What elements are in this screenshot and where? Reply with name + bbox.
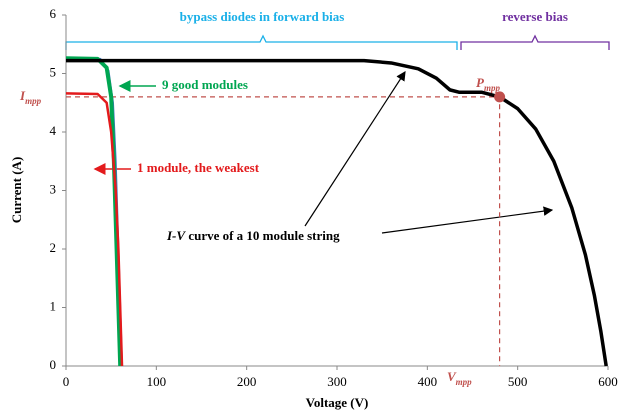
impp-label: Impp — [19, 88, 42, 106]
reverse-brace — [460, 34, 610, 50]
mpp-point — [494, 91, 506, 103]
pmpp-label: Pmpp — [476, 75, 500, 93]
y-tick-label: 2 — [50, 240, 57, 255]
y-tick-label: 3 — [50, 181, 57, 196]
series-line — [65, 56, 123, 367]
x-tick-label: 0 — [63, 374, 70, 389]
y-tick-label: 6 — [50, 6, 57, 21]
string-arrow — [304, 70, 406, 227]
y-tick-label: 0 — [50, 357, 57, 372]
vmpp-label: Vmpp — [447, 369, 472, 387]
string-italic: I-V — [166, 228, 186, 243]
reverse-label: reverse bias — [502, 9, 568, 24]
good-label: 9 good modules — [162, 77, 248, 92]
impp-symbol: I — [19, 88, 26, 103]
x-tick-label: 100 — [147, 374, 167, 389]
forward-label: bypass diodes in forward bias — [180, 9, 345, 24]
x-axis-label: Voltage (V) — [306, 395, 369, 410]
x-tick-label: 400 — [418, 374, 438, 389]
y-tick-label: 4 — [50, 123, 57, 138]
string-arrow — [381, 206, 554, 234]
pmpp-symbol: P — [476, 75, 485, 90]
string-rest: curve of a 10 module string — [185, 228, 340, 243]
y-tick-label: 1 — [50, 298, 57, 313]
x-tick-label: 200 — [237, 374, 257, 389]
vmpp-sub: mpp — [456, 377, 473, 387]
x-tick-label: 500 — [508, 374, 528, 389]
series-line — [65, 92, 124, 367]
forward-brace — [65, 34, 458, 50]
weak-label: 1 module, the weakest — [137, 160, 260, 175]
impp-sub: mpp — [25, 96, 42, 106]
y-tick-label: 5 — [50, 64, 57, 79]
y-axis-label: Current (A) — [9, 157, 24, 224]
x-tick-label: 600 — [598, 374, 618, 389]
vmpp-symbol: V — [447, 369, 457, 384]
pmpp-sub: mpp — [484, 83, 501, 93]
string-label: I-V curve of a 10 module string — [166, 228, 340, 243]
x-tick-label: 300 — [327, 374, 347, 389]
